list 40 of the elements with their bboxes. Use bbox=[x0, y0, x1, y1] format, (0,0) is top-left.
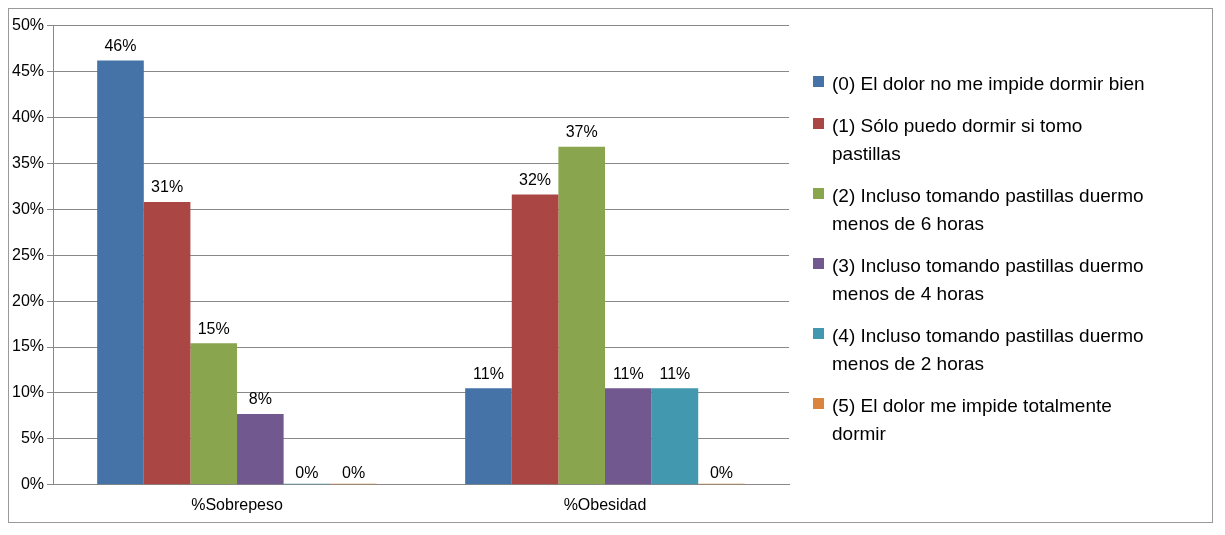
y-tick-label: 15% bbox=[11, 337, 45, 355]
data-label: 0% bbox=[341, 464, 366, 482]
data-label: 0% bbox=[709, 464, 734, 482]
y-tick-label: 50% bbox=[11, 16, 45, 34]
bar bbox=[465, 388, 512, 485]
data-label: 0% bbox=[295, 464, 319, 482]
x-tick-label: %Sobrepeso bbox=[191, 495, 283, 513]
data-label: 46% bbox=[104, 36, 137, 54]
y-tick-label: 35% bbox=[11, 153, 45, 171]
data-label: 11% bbox=[473, 364, 504, 382]
y-tick-label: 5% bbox=[20, 429, 45, 447]
data-label: 15% bbox=[197, 319, 230, 337]
y-tick-label: 45% bbox=[11, 61, 45, 79]
y-tick-label: 30% bbox=[11, 199, 45, 217]
bar bbox=[97, 60, 144, 485]
data-label: 8% bbox=[248, 390, 272, 408]
y-tick-label: 10% bbox=[11, 383, 45, 401]
y-tick-label: 40% bbox=[11, 107, 45, 125]
data-label: 11% bbox=[659, 364, 691, 382]
bar bbox=[511, 194, 559, 485]
data-label: 37% bbox=[565, 123, 598, 141]
data-label: 32% bbox=[519, 170, 552, 188]
legend-label: (2) Incluso tomando pastillas duermo menos de 6 horas bbox=[832, 183, 1145, 236]
bar bbox=[558, 146, 606, 485]
y-tick-label: 0% bbox=[20, 475, 45, 493]
x-tick-label: %Obesidad bbox=[563, 495, 647, 513]
bar bbox=[190, 343, 238, 485]
bar bbox=[651, 388, 699, 485]
data-label: 31% bbox=[151, 178, 184, 196]
legend-label: (3) Incluso tomando pastillas duermo menos de 4 horas bbox=[832, 253, 1145, 306]
y-tick-label: 20% bbox=[11, 291, 45, 309]
bar bbox=[143, 201, 191, 485]
legend-label: (5) El dolor me impide totalmente dormir bbox=[832, 393, 1113, 446]
data-label: 11% bbox=[612, 364, 644, 382]
y-tick-label: 25% bbox=[11, 245, 45, 263]
bar bbox=[605, 388, 652, 485]
legend-label: (1) Sólo puedo dormir si tomo pastillas bbox=[832, 113, 1084, 166]
legend-label: (0) El dolor no me impide dormir bien bbox=[832, 71, 1146, 96]
bar bbox=[237, 414, 284, 485]
legend-label: (4) Incluso tomando pastillas duermo menos de 2 horas bbox=[832, 323, 1145, 376]
